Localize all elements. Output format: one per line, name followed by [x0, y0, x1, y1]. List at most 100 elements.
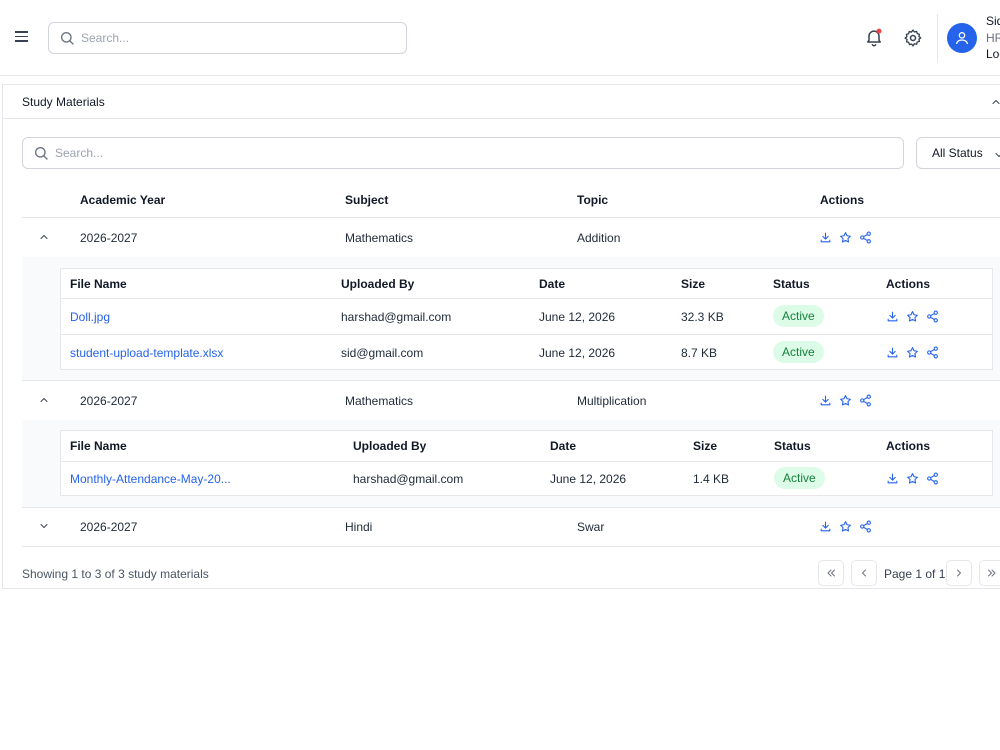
search-icon: [59, 30, 75, 46]
file-date: June 12, 2026: [539, 346, 616, 360]
status-badge: Active: [773, 341, 824, 363]
star-icon[interactable]: [839, 394, 852, 407]
share-icon[interactable]: [859, 520, 872, 533]
file-uploaded-by: harshad@gmail.com: [353, 472, 464, 486]
star-icon[interactable]: [839, 231, 852, 244]
file-link[interactable]: student-upload-template.xlsx: [70, 346, 224, 360]
file-actions: [886, 346, 939, 359]
file-actions: [886, 310, 939, 323]
user-icon: [956, 32, 968, 45]
status-filter[interactable]: All Status: [916, 137, 1000, 169]
download-icon[interactable]: [886, 310, 899, 323]
subtable-divider: [61, 334, 992, 335]
user-name: Sid: [986, 14, 1000, 28]
prev-page-icon: [862, 569, 866, 577]
row-actions: [819, 520, 872, 533]
results-summary: Showing 1 to 3 of 3 study materials: [22, 567, 209, 581]
subcol-uploaded-by: Uploaded By: [341, 277, 415, 291]
subcol-file-name: File Name: [70, 439, 127, 453]
card-title: Study Materials: [22, 95, 105, 109]
avatar[interactable]: [947, 23, 977, 53]
global-search[interactable]: [48, 22, 407, 54]
col-subject[interactable]: Subject: [345, 193, 389, 207]
card-header: Study Materials: [3, 85, 1000, 119]
subcol-date: Date: [550, 439, 577, 453]
row-subject: Hindi: [345, 520, 373, 534]
row-actions: [819, 231, 872, 244]
study-materials-card: Study Materials All Status Academic Year…: [2, 84, 1000, 589]
star-icon[interactable]: [906, 346, 919, 359]
col-actions: Actions: [820, 193, 865, 207]
share-icon[interactable]: [859, 394, 872, 407]
download-icon[interactable]: [886, 346, 899, 359]
subcol-size: Size: [693, 439, 718, 453]
status-filter-value: All Status: [932, 146, 983, 160]
file-size: 1.4 KB: [693, 472, 730, 486]
row-topic: Addition: [577, 231, 621, 245]
star-icon[interactable]: [906, 472, 919, 485]
col-academic-year[interactable]: Academic Year: [80, 193, 166, 207]
materials-search[interactable]: [22, 137, 904, 169]
files-subtable: File Name Uploaded By Date Size Status A…: [60, 268, 993, 370]
next-page-button[interactable]: [946, 560, 972, 586]
file-actions: [886, 472, 939, 485]
status-badge: Active: [773, 305, 824, 327]
subcol-actions: Actions: [886, 277, 931, 291]
row-topic: Multiplication: [577, 394, 647, 408]
materials-search-input[interactable]: [55, 146, 795, 160]
row-divider: [22, 380, 1000, 381]
subcol-status: Status: [773, 277, 810, 291]
files-subtable: File Name Uploaded By Date Size Status A…: [60, 430, 993, 496]
menu-icon[interactable]: [12, 28, 32, 48]
share-icon[interactable]: [926, 310, 939, 323]
row-year: 2026-2027: [80, 231, 138, 245]
subtable-divider: [61, 461, 992, 462]
row-divider: [22, 507, 1000, 508]
file-link[interactable]: Monthly-Attendance-May-20...: [70, 472, 231, 486]
global-search-input[interactable]: [81, 31, 376, 45]
row-year: 2026-2027: [80, 520, 138, 534]
search-icon: [33, 145, 49, 161]
subcol-uploaded-by: Uploaded By: [353, 439, 427, 453]
chevron-down-icon[interactable]: [38, 520, 50, 532]
first-page-icon: [827, 569, 835, 577]
chevron-down-icon: [993, 149, 1000, 161]
row-year: 2026-2027: [80, 394, 138, 408]
chevron-up-icon[interactable]: [990, 96, 1000, 108]
file-size: 8.7 KB: [681, 346, 718, 360]
last-page-button[interactable]: [979, 560, 1000, 586]
share-icon[interactable]: [859, 231, 872, 244]
logout-link[interactable]: Log: [986, 47, 1000, 61]
top-bar: Sid HR Log: [0, 0, 1000, 76]
row-subject: Mathematics: [345, 231, 414, 245]
next-page-icon: [957, 569, 961, 577]
last-page-icon: [988, 569, 996, 577]
chevron-up-icon[interactable]: [38, 394, 50, 406]
file-uploaded-by: sid@gmail.com: [341, 346, 424, 360]
download-icon[interactable]: [819, 231, 832, 244]
chevron-up-icon[interactable]: [38, 231, 50, 243]
bell-icon[interactable]: [864, 27, 884, 47]
expanded-panel: File Name Uploaded By Date Size Status A…: [22, 420, 1000, 507]
file-size: 32.3 KB: [681, 310, 724, 324]
star-icon[interactable]: [906, 310, 919, 323]
file-link[interactable]: Doll.jpg: [70, 310, 111, 324]
subcol-status: Status: [774, 439, 811, 453]
prev-page-button[interactable]: [851, 560, 877, 586]
subcol-size: Size: [681, 277, 706, 291]
first-page-button[interactable]: [818, 560, 844, 586]
download-icon[interactable]: [819, 520, 832, 533]
download-icon[interactable]: [886, 472, 899, 485]
share-icon[interactable]: [926, 346, 939, 359]
row-topic: Swar: [577, 520, 605, 534]
download-icon[interactable]: [819, 394, 832, 407]
header-divider: [937, 14, 938, 62]
star-icon[interactable]: [839, 520, 852, 533]
row-subject: Mathematics: [345, 394, 414, 408]
row-divider: [22, 546, 1000, 547]
share-icon[interactable]: [926, 472, 939, 485]
col-topic[interactable]: Topic: [577, 193, 609, 207]
gear-icon[interactable]: [903, 28, 923, 48]
subcol-actions: Actions: [886, 439, 931, 453]
expanded-panel: File Name Uploaded By Date Size Status A…: [22, 257, 1000, 380]
